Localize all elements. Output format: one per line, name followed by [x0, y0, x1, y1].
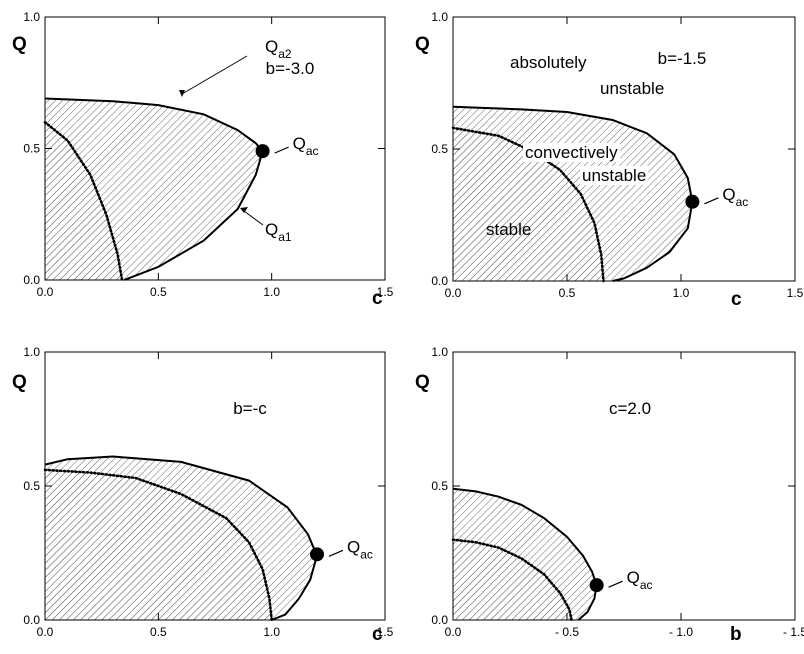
- x-tick-label: 1.5: [787, 286, 804, 300]
- y-axis-label: Q: [415, 372, 430, 393]
- critical-point-label: Qac: [347, 537, 373, 561]
- x-tick-label: 1.5: [377, 285, 394, 299]
- parameter-annotation: b=-3.0: [266, 59, 315, 78]
- critical-point-leader: [704, 197, 719, 205]
- y-tick-label: 0.5: [23, 142, 40, 156]
- y-tick-label: 0.0: [431, 613, 448, 627]
- critical-point-marker: [589, 578, 604, 593]
- parameter-annotation: b=-1.5: [658, 49, 707, 68]
- x-tick-label: 0.5: [150, 625, 167, 639]
- label-backdrop: [580, 166, 649, 185]
- y-axis-label: Q: [415, 34, 430, 55]
- panel-b_minus_3: 0.0 0.5 1.0 1.5 0.0 0.5 1.0 Qc b=-3.0 Qac Qa2 Qa1: [12, 10, 394, 309]
- region-label: absolutely: [510, 53, 587, 72]
- x-tick-label: 0.0: [37, 625, 54, 639]
- critical-point-label: Qac: [627, 568, 653, 592]
- y-axis-label: Q: [12, 372, 27, 393]
- panel-b_minus_1_5: 0.0 0.5 1.0 1.50.00.51.0Qcb=-1.5absolutelyu…: [415, 10, 804, 310]
- curve-label-arrow: [181, 55, 248, 95]
- y-tick-label: 1.0: [431, 10, 448, 24]
- curve-label-a2: Qa2: [265, 37, 292, 61]
- x-tick-label: - 1.0: [669, 625, 693, 639]
- parameter-annotation: b=-c: [233, 399, 267, 418]
- y-tick-label: 0.0: [431, 274, 448, 288]
- y-axis-label: Q: [12, 34, 27, 55]
- convective-boundary-curve: [451, 126, 605, 283]
- absolute-boundary-curve: [452, 487, 598, 621]
- y-tick-label: 0.0: [23, 273, 40, 287]
- critical-point-leader: [328, 549, 344, 557]
- panel-b_minus_c: 0.0 0.5 1.0 1.5 0.0 0.5 1.0 Qc b=-c Qac: [12, 345, 394, 645]
- critical-point-leader: [274, 146, 289, 154]
- x-axis-label: c: [372, 288, 383, 309]
- critical-point-leader: [608, 580, 623, 588]
- x-axis-label: b: [730, 624, 742, 645]
- x-tick-label: 0.5: [150, 285, 167, 299]
- x-axis-label: c: [372, 624, 383, 645]
- critical-point-marker: [310, 547, 324, 562]
- x-tick-label: 0.0: [445, 286, 462, 300]
- stable-region: [453, 539, 572, 620]
- x-tick-label: 0.0: [445, 625, 462, 639]
- convective-boundary-curve: [43, 468, 274, 622]
- absolute-boundary-curve: [44, 455, 319, 621]
- parameter-annotation: c=2.0: [609, 399, 651, 418]
- x-tick-label: 0.0: [37, 285, 54, 299]
- x-tick-label: 1.5: [377, 625, 394, 639]
- region-label: unstable: [582, 166, 646, 185]
- x-tick-label: - 0.5: [555, 625, 579, 639]
- stable-region: [453, 127, 604, 282]
- arrow-head: [179, 90, 185, 97]
- critical-point-marker: [255, 144, 270, 159]
- curve-label-arrow: [243, 210, 264, 226]
- region-label: convectively: [525, 143, 618, 162]
- critical-point-label: Qac: [722, 185, 748, 209]
- y-tick-label: 0.5: [23, 479, 40, 493]
- x-tick-label: 1.0: [673, 286, 690, 300]
- x-axis-label: c: [731, 289, 742, 310]
- y-tick-label: 0.0: [23, 613, 40, 627]
- critical-point-marker: [685, 194, 700, 209]
- critical-point-label: Qac: [293, 134, 319, 158]
- y-tick-label: 1.0: [23, 10, 40, 24]
- y-tick-label: 1.0: [23, 345, 40, 359]
- x-tick-label: 1.0: [263, 625, 280, 639]
- x-tick-label: 1.0: [263, 285, 280, 299]
- region-label: stable: [486, 220, 531, 239]
- curve-label-a1: Qa1: [265, 220, 292, 244]
- stable-region: [45, 122, 123, 280]
- y-tick-label: 0.5: [431, 142, 448, 156]
- x-tick-label: 0.5: [559, 286, 576, 300]
- stable-region: [45, 469, 272, 620]
- y-tick-label: 0.5: [431, 479, 448, 493]
- convective-boundary-curve: [43, 120, 124, 282]
- absolute-boundary-curve: [452, 105, 694, 282]
- arrow-head: [240, 207, 248, 213]
- region-label: unstable: [600, 79, 664, 98]
- y-tick-label: 1.0: [431, 345, 448, 359]
- convective-boundary-curve: [451, 538, 573, 622]
- x-tick-label: - 1.5: [783, 625, 804, 639]
- panel-c_2_0: 0.0 - 0.5 - 1.0 - 1.5 0.0 0.5 1.0Qb c=2.0 Qac: [415, 345, 804, 645]
- label-backdrop: [523, 143, 621, 162]
